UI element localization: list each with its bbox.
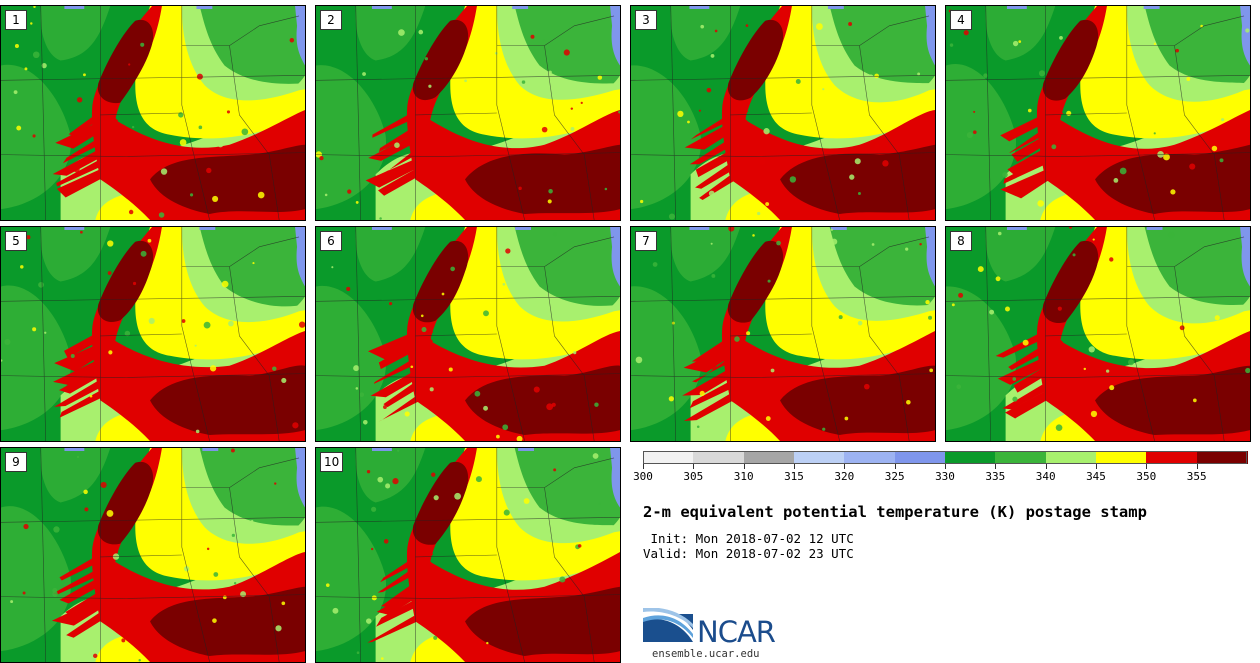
- colorbar-tick: [945, 464, 946, 469]
- colorbar-tick-label: 320: [834, 470, 855, 483]
- member-panel-7: 7: [630, 226, 936, 442]
- colorbar-swatch: [1146, 451, 1198, 464]
- ncar-swoosh-icon: [643, 608, 693, 642]
- colorbar-tick-label: 340: [1035, 470, 1056, 483]
- plot-title: 2-m equivalent potential temperature (K)…: [643, 503, 1147, 521]
- colorbar-tick: [794, 464, 795, 469]
- colorbar: 300 305 310 315 320 325 330 335 340 345 350 355: [633, 451, 1248, 491]
- colorbar-tick: [693, 464, 695, 469]
- colorbar-tick-label: 315: [784, 470, 804, 483]
- colorbar-tick-label: 305: [683, 470, 704, 483]
- logo-wordmark: NCAR: [697, 615, 776, 649]
- valid-time: Valid: Mon 2018-07-02 23 UTC: [643, 546, 854, 561]
- member-panel-5: 5: [0, 226, 306, 442]
- colorbar-swatch: [894, 451, 946, 464]
- map-field: [316, 6, 620, 220]
- panel-number: 3: [635, 10, 657, 30]
- colorbar-swatch: [945, 451, 996, 464]
- colorbar-tick-label: 300: [633, 470, 653, 483]
- member-panel-1: 1: [0, 5, 306, 221]
- member-panel-2: 2: [315, 5, 621, 221]
- member-panel-6: 6: [315, 226, 621, 442]
- panel-number: 5: [5, 231, 27, 251]
- colorbar-tick: [844, 464, 846, 469]
- colorbar-tick: [1045, 464, 1047, 469]
- colorbar-swatch: [743, 451, 795, 464]
- colorbar-tick: [1196, 464, 1198, 469]
- logo-url[interactable]: ensemble.ucar.edu: [652, 648, 760, 660]
- panel-number: 10: [320, 452, 344, 472]
- panel-number: 8: [950, 231, 972, 251]
- member-panel-3: 3: [630, 5, 936, 221]
- colorbar-tick: [1096, 464, 1097, 469]
- colorbar-frame: [643, 451, 1247, 464]
- colorbar-tick-label: 350: [1136, 470, 1157, 483]
- panel-number: 1: [5, 10, 27, 30]
- colorbar-tick: [995, 464, 997, 469]
- colorbar-tick-label: 335: [985, 470, 1006, 483]
- colorbar-swatch: [693, 451, 745, 464]
- map-field: [1, 6, 305, 220]
- colorbar-tick: [894, 464, 896, 469]
- map-field: [316, 227, 620, 441]
- map-field: [316, 448, 620, 662]
- map-field: [631, 227, 935, 441]
- panel-number: 6: [320, 231, 342, 251]
- colorbar-swatch: [844, 451, 896, 464]
- colorbar-tick-label: 325: [884, 470, 905, 483]
- panel-number: 7: [635, 231, 657, 251]
- colorbar-tick-label: 345: [1086, 470, 1106, 483]
- map-field: [631, 6, 935, 220]
- colorbar-swatch: [643, 451, 694, 464]
- colorbar-tick-label: 330: [935, 470, 955, 483]
- colorbar-swatch: [1045, 451, 1097, 464]
- member-panel-4: 4: [945, 5, 1251, 221]
- colorbar-tick: [643, 464, 644, 469]
- member-panel-8: 8: [945, 226, 1251, 442]
- map-field: [946, 6, 1250, 220]
- colorbar-swatch: [995, 451, 1047, 464]
- ncar-logo: NCAR ensemble.ucar.edu: [643, 606, 803, 662]
- panel-number: 4: [950, 10, 972, 30]
- init-time: Init: Mon 2018-07-02 12 UTC: [643, 531, 854, 546]
- colorbar-tick: [743, 464, 745, 469]
- map-field: [946, 227, 1250, 441]
- colorbar-tick-label: 355: [1186, 470, 1207, 483]
- colorbar-tick-label: 310: [733, 470, 754, 483]
- panel-number: 9: [5, 452, 27, 472]
- colorbar-swatch: [794, 451, 845, 464]
- colorbar-swatch: [1096, 451, 1147, 464]
- map-field: [1, 227, 305, 441]
- member-panel-10: 10: [315, 447, 621, 663]
- colorbar-swatch: [1196, 451, 1248, 464]
- member-panel-9: 9: [0, 447, 306, 663]
- colorbar-tick: [1146, 464, 1148, 469]
- map-field: [1, 448, 305, 662]
- panel-number: 2: [320, 10, 342, 30]
